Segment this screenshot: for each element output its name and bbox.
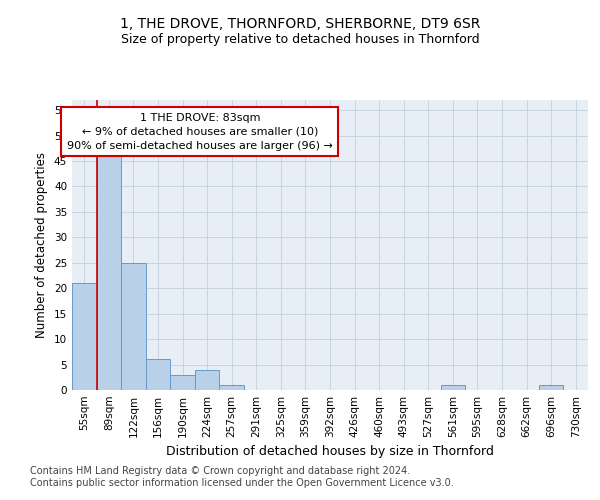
Bar (121, 263, 146, 390)
Text: 1, THE DROVE, THORNFORD, SHERBORNE, DT9 6SR: 1, THE DROVE, THORNFORD, SHERBORNE, DT9 … (120, 18, 480, 32)
Bar (220, 385, 244, 390)
Bar (170, 374, 195, 390)
Text: Size of property relative to detached houses in Thornford: Size of property relative to detached ho… (121, 32, 479, 46)
Y-axis label: Number of detached properties: Number of detached properties (35, 152, 49, 338)
Text: Contains HM Land Registry data © Crown copyright and database right 2024.
Contai: Contains HM Land Registry data © Crown c… (30, 466, 454, 487)
Bar (195, 370, 220, 390)
Bar (72, 283, 97, 390)
Bar (539, 385, 563, 390)
X-axis label: Distribution of detached houses by size in Thornford: Distribution of detached houses by size … (166, 446, 494, 458)
Bar (146, 360, 170, 390)
Bar (440, 385, 465, 390)
Text: 1 THE DROVE: 83sqm
← 9% of detached houses are smaller (10)
90% of semi-detached: 1 THE DROVE: 83sqm ← 9% of detached hous… (67, 112, 333, 150)
Bar (97, 156, 121, 390)
